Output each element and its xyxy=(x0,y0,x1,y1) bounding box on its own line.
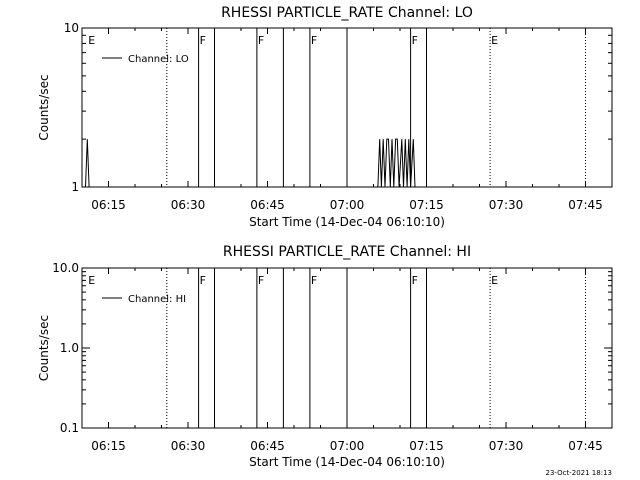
event-marker-label: E xyxy=(88,34,95,47)
y-tick-label: 10.0 xyxy=(52,261,79,275)
chart-title: RHESSI PARTICLE_RATE Channel: LO xyxy=(221,5,473,21)
x-tick-label: 07:30 xyxy=(489,198,524,212)
series-line-0 xyxy=(82,138,612,188)
x-axis-label: Start Time (14-Dec-04 06:10:10) xyxy=(249,215,445,229)
event-marker-label: F xyxy=(412,274,418,287)
x-axis-label: Start Time (14-Dec-04 06:10:10) xyxy=(249,455,445,469)
event-marker-label: F xyxy=(258,34,264,47)
x-tick-label: 07:45 xyxy=(568,439,603,453)
x-tick-label: 07:00 xyxy=(330,439,365,453)
event-marker-label: F xyxy=(200,274,206,287)
x-tick-label: 06:30 xyxy=(171,198,206,212)
chart-title: RHESSI PARTICLE_RATE Channel: HI xyxy=(223,244,471,260)
x-tick-label: 06:30 xyxy=(171,439,206,453)
x-tick-label: 07:45 xyxy=(568,198,603,212)
y-tick-label: 1.0 xyxy=(60,341,79,355)
y-tick-label: 0.1 xyxy=(60,421,79,435)
x-tick-label: 06:45 xyxy=(250,198,285,212)
event-marker-label: F xyxy=(412,34,418,47)
x-tick-label: 06:45 xyxy=(250,439,285,453)
x-tick-label: 06:15 xyxy=(91,439,126,453)
x-tick-label: 07:30 xyxy=(489,439,524,453)
x-tick-label: 07:15 xyxy=(409,439,444,453)
x-tick-label: 07:00 xyxy=(330,198,365,212)
legend-label: Channel: LO xyxy=(128,54,189,65)
x-tick-label: 06:15 xyxy=(91,198,126,212)
x-tick-label: 07:15 xyxy=(409,198,444,212)
legend-label: Channel: HI xyxy=(128,294,186,305)
y-tick-label: 1 xyxy=(71,180,79,194)
event-marker-label: E xyxy=(491,274,498,287)
event-marker-label: E xyxy=(88,274,95,287)
y-axis-label: Counts/sec xyxy=(37,74,51,140)
footer-timestamp: 23-Oct-2021 18:13 xyxy=(546,469,612,477)
event-marker-label: E xyxy=(491,34,498,47)
event-marker-label: F xyxy=(200,34,206,47)
event-marker-label: F xyxy=(311,34,317,47)
y-axis-label: Counts/sec xyxy=(37,315,51,381)
chart-panel-hi: RHESSI PARTICLE_RATE Channel: HI E F F F F E 06… xyxy=(37,244,613,469)
event-marker-label: F xyxy=(258,274,264,287)
event-marker-label: F xyxy=(311,274,317,287)
chart-panel-lo: RHESSI PARTICLE_RATE Channel: LO E F F F F E 06… xyxy=(37,5,613,229)
y-tick-label: 10 xyxy=(64,21,79,35)
